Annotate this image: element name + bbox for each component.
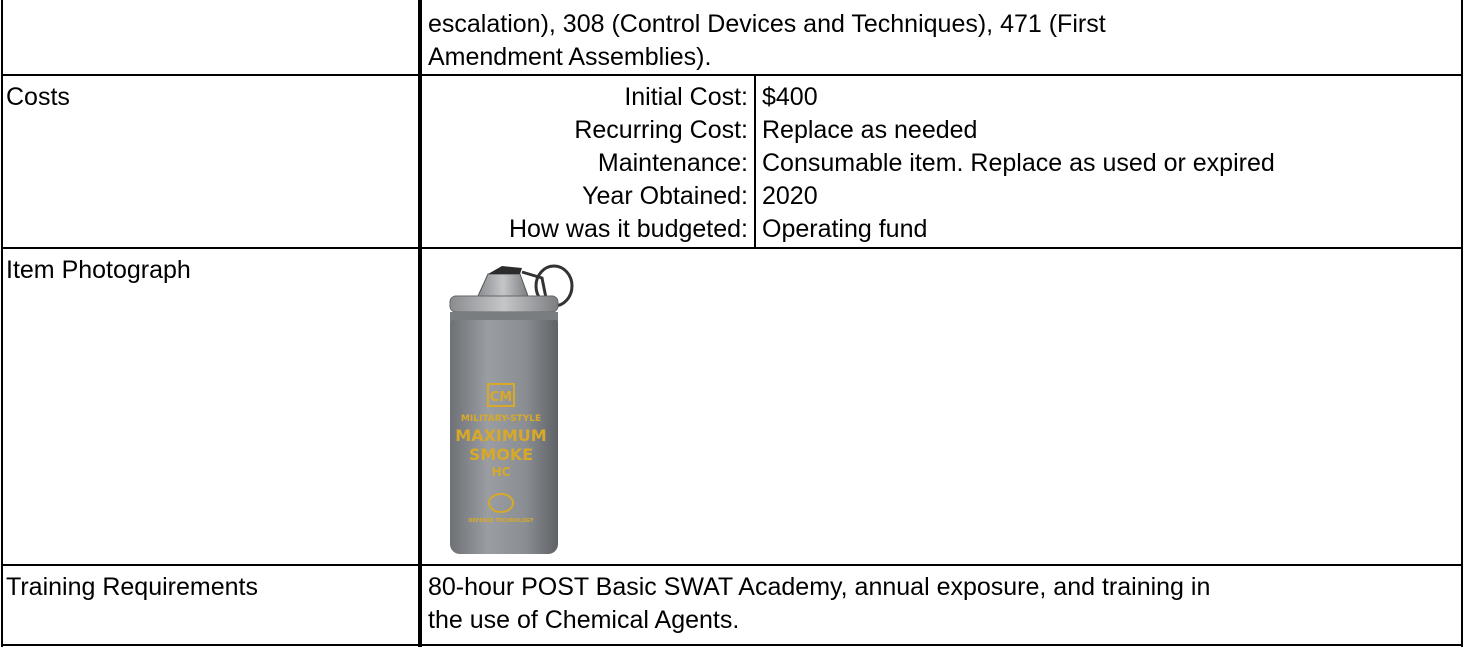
cost-value: Operating fund bbox=[762, 213, 927, 246]
photo-text: DEFENSE TECHNOLOGY bbox=[468, 518, 534, 524]
row-label: Costs bbox=[6, 81, 70, 114]
cell-text: 80-hour POST Basic SWAT Academy, annual … bbox=[428, 571, 1210, 604]
row-label: Training Requirements bbox=[6, 571, 258, 604]
photo-text: HC bbox=[492, 465, 511, 479]
cost-label: Initial Cost: bbox=[624, 81, 748, 114]
border bbox=[1, 564, 1463, 566]
cost-value: $400 bbox=[762, 81, 818, 114]
photo-text: CM bbox=[490, 390, 512, 405]
item-photo: CM MILITARY-STYLE MAXIMUM SMOKE HC DEFEN… bbox=[430, 258, 620, 562]
cost-value: Replace as needed bbox=[762, 114, 977, 147]
cost-label: Maintenance: bbox=[598, 147, 748, 180]
photo-text: MAXIMUM bbox=[455, 426, 546, 445]
border bbox=[754, 75, 756, 248]
border bbox=[1, 74, 1463, 76]
cost-label: Recurring Cost: bbox=[574, 114, 748, 147]
cell-text: the use of Chemical Agents. bbox=[428, 604, 739, 637]
row-label: Item Photograph bbox=[6, 254, 191, 287]
photo-text: MILITARY-STYLE bbox=[461, 414, 541, 424]
cost-label: How was it budgeted: bbox=[509, 213, 748, 246]
cost-value: Consumable item. Replace as used or expi… bbox=[762, 147, 1275, 180]
cell-text: escalation), 308 (Control Devices and Te… bbox=[428, 8, 1106, 41]
cost-label: Year Obtained: bbox=[582, 180, 748, 213]
border bbox=[418, 0, 422, 647]
border bbox=[1, 247, 1463, 249]
border bbox=[1, 0, 3, 647]
cell-text: Amendment Assemblies). bbox=[428, 41, 711, 74]
page: escalation), 308 (Control Devices and Te… bbox=[0, 0, 1465, 647]
border bbox=[1, 644, 1463, 646]
photo-text: SMOKE bbox=[469, 445, 533, 464]
cost-value: 2020 bbox=[762, 180, 818, 213]
border bbox=[1461, 0, 1463, 647]
